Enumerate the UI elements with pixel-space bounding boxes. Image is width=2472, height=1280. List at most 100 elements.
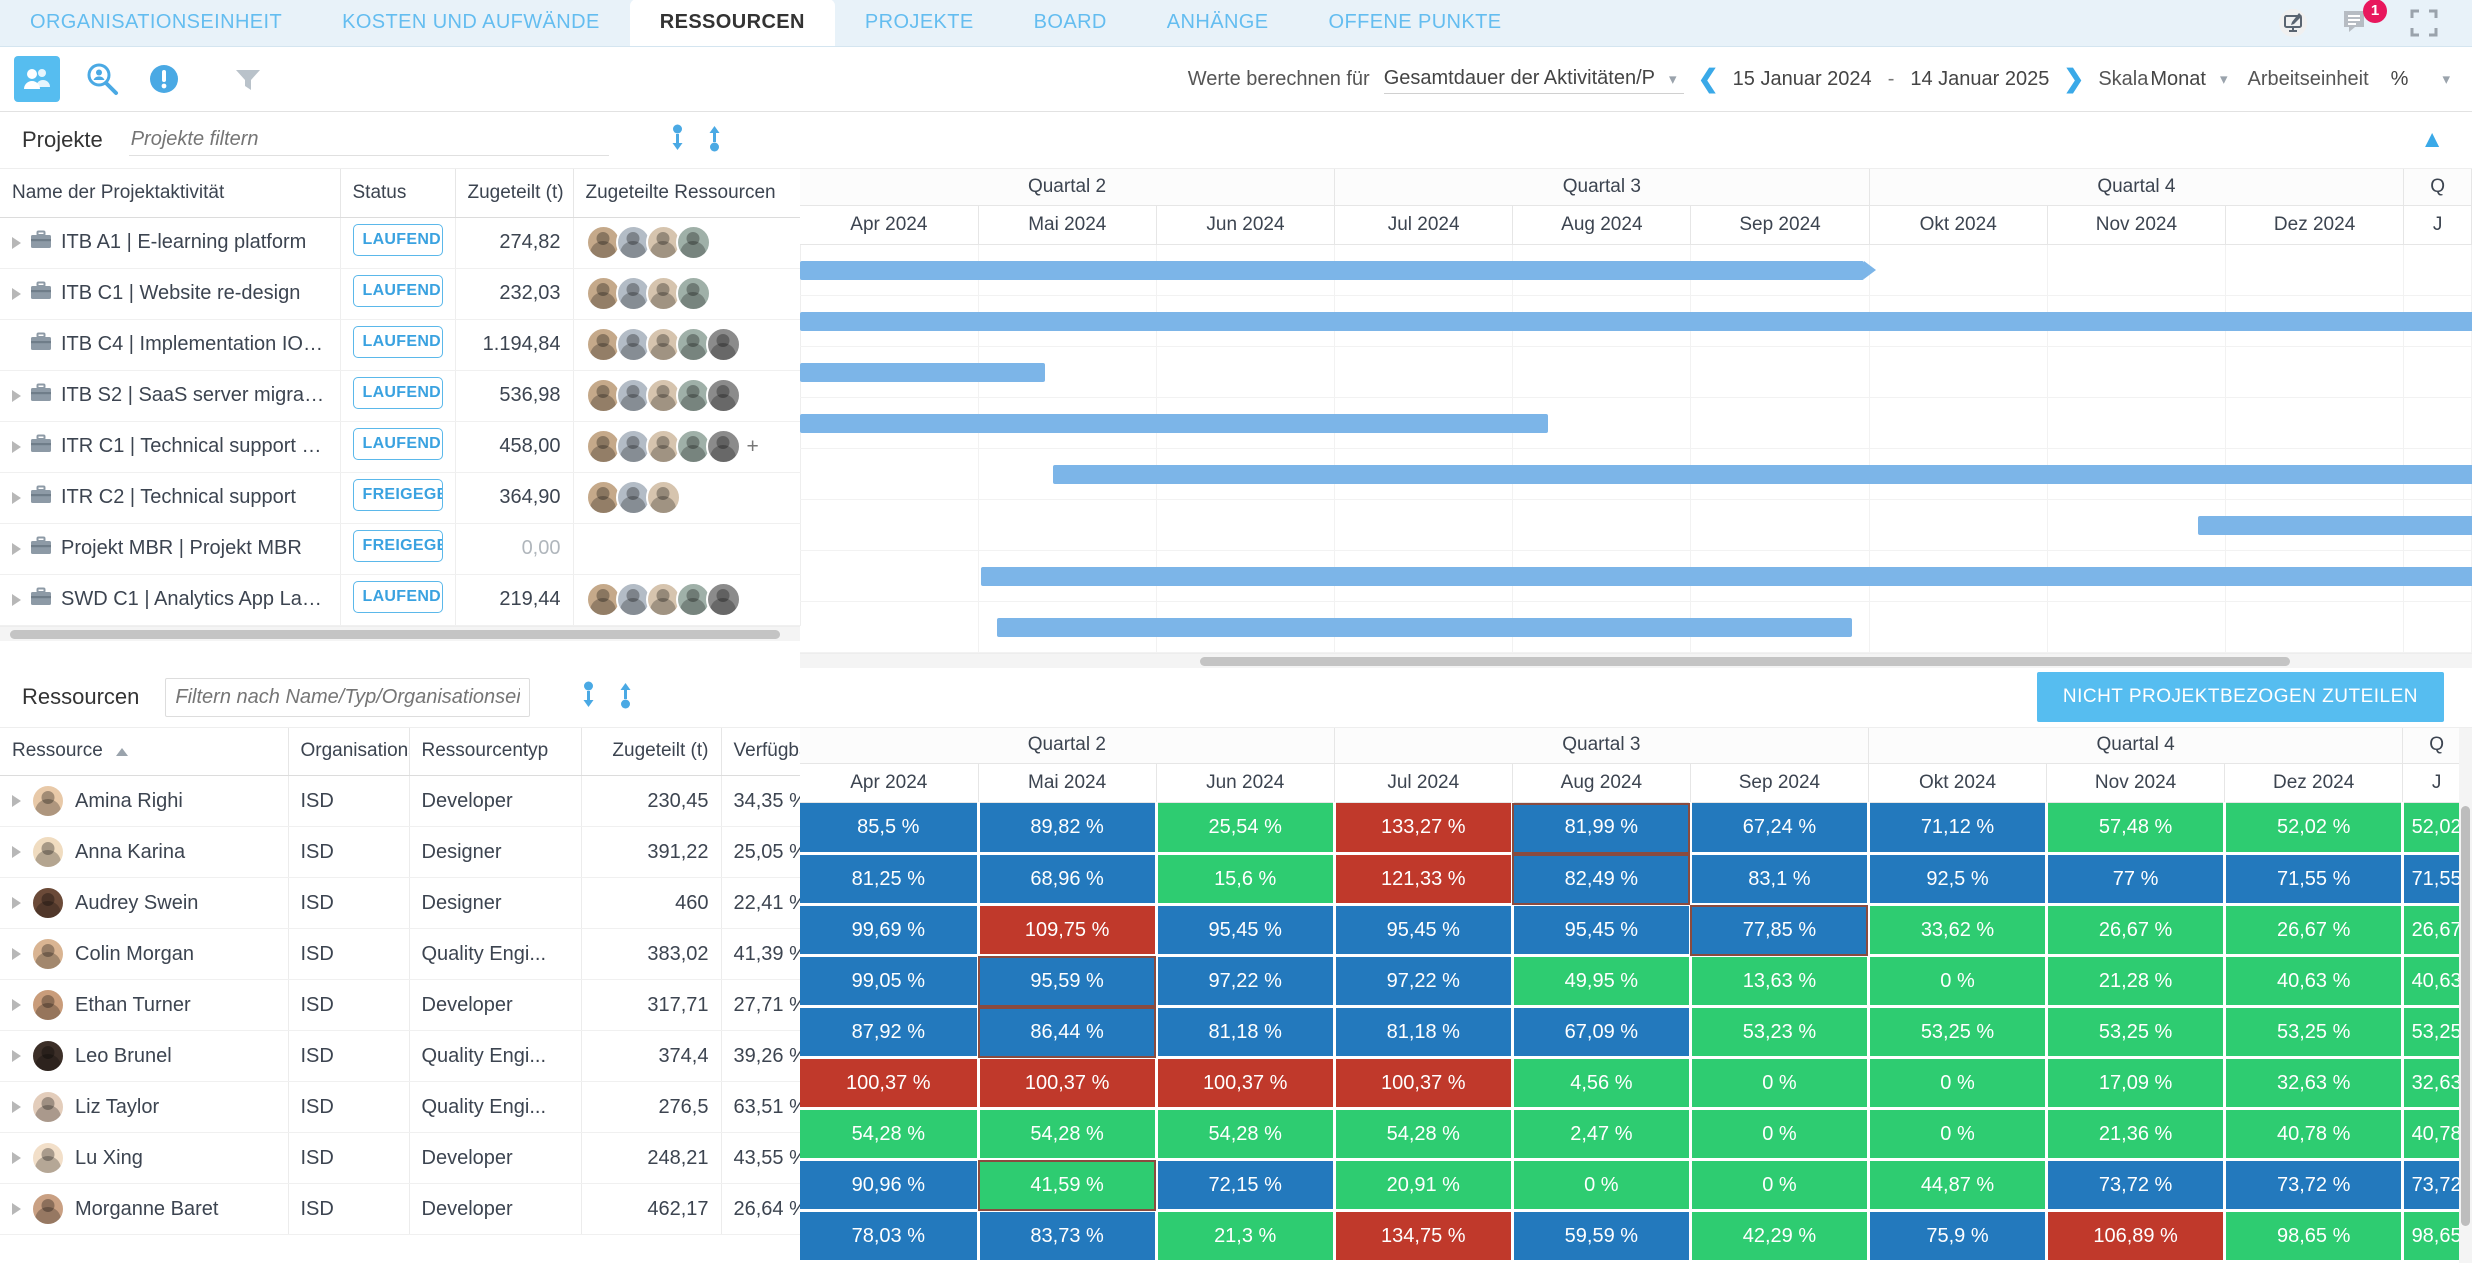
gantt-cell[interactable]	[1512, 499, 1692, 551]
heatmap-cell[interactable]: 92,5 %	[1868, 853, 2049, 906]
projects-header-cell[interactable]: Status	[340, 169, 456, 218]
date-to[interactable]: 14 Januar 2025	[1910, 67, 2050, 90]
avatar[interactable]	[675, 378, 711, 413]
heatmap-cell[interactable]: 53,25 %	[1868, 1006, 2049, 1059]
gantt-cell[interactable]	[1690, 448, 1870, 500]
heatmap-cell[interactable]: 95,45 %	[1156, 904, 1336, 957]
heatmap-cell[interactable]: 53,25 %	[2046, 1006, 2227, 1059]
table-row[interactable]: Amina Righi ISD Developer 230,45 34,35 %	[0, 775, 801, 827]
gantt-cell[interactable]	[2047, 346, 2227, 398]
gantt-cell[interactable]	[1512, 295, 1692, 347]
gantt-cell[interactable]	[2047, 295, 2227, 347]
whiteboard-icon[interactable]	[2278, 8, 2308, 38]
avatar[interactable]	[31, 1090, 65, 1124]
avatar[interactable]	[705, 327, 741, 362]
tab-board[interactable]: BOARD	[1033, 11, 1107, 33]
gantt-cell[interactable]	[1690, 499, 1870, 551]
heatmap-cell[interactable]: 21,36 %	[2046, 1108, 2227, 1161]
gantt-cell[interactable]	[1869, 448, 2048, 500]
gantt-cell[interactable]	[1156, 601, 1336, 653]
expand-triangle-icon[interactable]	[12, 999, 21, 1011]
gantt-cell[interactable]	[1690, 601, 1870, 653]
avatar[interactable]	[645, 480, 681, 515]
gantt-cell[interactable]	[1512, 244, 1692, 296]
tab-projekte[interactable]: PROJEKTE	[864, 11, 974, 33]
heatmap-cell[interactable]: 83,73 %	[978, 1210, 1158, 1263]
avatar[interactable]	[615, 429, 651, 464]
heatmap-cell[interactable]: 40,78 %	[2224, 1108, 2405, 1161]
gantt-cell[interactable]	[2225, 499, 2405, 551]
gantt-cell[interactable]	[978, 499, 1157, 551]
sort-descending-icon[interactable]	[671, 124, 684, 157]
tab-kosten-und-aufwände[interactable]: KOSTEN UND AUFWÄNDE	[342, 11, 600, 33]
expand-triangle-icon[interactable]	[12, 1152, 21, 1164]
gantt-hscrollbar[interactable]	[800, 652, 2472, 668]
heatmap-cell[interactable]: 71,55 %	[2224, 853, 2405, 906]
table-row[interactable]: Ethan Turner ISD Developer 317,71 27,71 %	[0, 979, 801, 1031]
heatmap-cell[interactable]: 21,28 %	[2046, 955, 2227, 1008]
heatmap-cell[interactable]: 95,45 %	[1334, 904, 1514, 957]
table-row[interactable]: Anna Karina ISD Designer 391,22 25,05 %	[0, 826, 801, 878]
expand-triangle-icon[interactable]	[12, 389, 21, 402]
gantt-cell[interactable]	[2047, 601, 2227, 653]
table-row[interactable]: ITR C2 | Technical support FREIGEGEBEN 364…	[0, 472, 801, 524]
sort-descending-icon[interactable]	[582, 681, 595, 714]
gantt-cell[interactable]	[978, 397, 1157, 449]
heatmap-cell[interactable]: 20,91 %	[1334, 1159, 1514, 1212]
gantt-cell[interactable]	[800, 499, 2472, 551]
gantt-cell[interactable]	[1156, 244, 1336, 296]
resources-filter-input[interactable]	[165, 677, 531, 717]
heatmap-cell[interactable]: 73,72 %	[2224, 1159, 2405, 1212]
table-row[interactable]: ITB C4 | Implementation IOS ... LAUFEND 1.…	[0, 319, 801, 371]
heatmap-cell[interactable]: 89,82 %	[978, 802, 1158, 855]
heatmap-cell[interactable]: 121,33 %	[1334, 853, 1514, 906]
resources-header-cell[interactable]: Ressourcentyp	[409, 727, 582, 776]
table-row[interactable]: Audrey Swein ISD Designer 460 22,41 %	[0, 877, 801, 929]
avatar[interactable]	[31, 1192, 65, 1226]
gantt-cell[interactable]	[1869, 550, 2048, 602]
heatmap-cell[interactable]: 98,65 %	[2224, 1210, 2405, 1263]
gantt-cell[interactable]	[1156, 397, 1336, 449]
gantt-cell[interactable]	[1334, 346, 1514, 398]
avatar[interactable]	[705, 582, 741, 617]
table-row[interactable]: Projekt MBR | Projekt MBR FREIGEGEBEN 0,00	[0, 523, 801, 575]
gantt-cell[interactable]	[978, 448, 1157, 500]
heatmap-cell[interactable]: 90,96 %	[800, 1159, 980, 1212]
gantt-cell[interactable]	[2047, 448, 2227, 500]
heatmap-cell[interactable]: 67,09 %	[1512, 1006, 1692, 1059]
heatmap-cell[interactable]: 97,22 %	[1156, 955, 1336, 1008]
gantt-cell[interactable]	[1869, 397, 2048, 449]
gantt-cell[interactable]	[1690, 244, 1870, 296]
heatmap-cell[interactable]: 21,3 %	[1156, 1210, 1336, 1263]
avatar[interactable]	[645, 429, 681, 464]
gantt-cell[interactable]	[2403, 295, 2472, 347]
resources-icon[interactable]	[14, 56, 60, 102]
expand-triangle-icon[interactable]	[12, 846, 21, 858]
avatar[interactable]	[645, 276, 681, 311]
gantt-cell[interactable]	[1334, 244, 1514, 296]
heatmap-cell[interactable]: 133,27 %	[1334, 802, 1514, 855]
heatmap-cell[interactable]: 57,48 %	[2046, 802, 2227, 855]
resource-search-icon[interactable]	[82, 59, 122, 99]
heatmap-cell[interactable]: 0 %	[1868, 1057, 2049, 1110]
heatmap-cell[interactable]: 100,37 %	[800, 1057, 980, 1110]
avatar[interactable]	[615, 276, 651, 311]
heatmap-cell[interactable]: 81,18 %	[1156, 1006, 1336, 1059]
calc-period-select[interactable]: Gesamtdauer der Aktivitäten/P ▾	[1383, 64, 1684, 94]
gantt-cell[interactable]	[2225, 346, 2405, 398]
table-row[interactable]: ITB C1 | Website re-design LAUFEND 232,03	[0, 268, 801, 320]
table-row[interactable]: Liz Taylor ISD Quality Engi... 276,5 63,51 %	[0, 1081, 801, 1133]
fullscreen-icon[interactable]	[2410, 9, 2438, 37]
tab-anhänge[interactable]: ANHÄNGE	[1166, 11, 1269, 33]
heatmap-cell[interactable]: 32,63 %	[2224, 1057, 2405, 1110]
expand-triangle-icon[interactable]	[12, 1101, 21, 1113]
gantt-cell[interactable]	[800, 295, 2472, 347]
gantt-cell[interactable]	[978, 346, 1157, 398]
gantt-cell[interactable]	[2047, 397, 2227, 449]
projects-header-cell[interactable]: Name der Projektaktivität	[0, 169, 341, 218]
gantt-cell[interactable]	[2225, 601, 2405, 653]
gantt-cell[interactable]	[800, 448, 2472, 500]
gantt-cell[interactable]	[1869, 601, 2048, 653]
heatmap-cell[interactable]: 78,03 %	[800, 1210, 980, 1263]
heatmap-cell[interactable]: 53,23 %	[1690, 1006, 1870, 1059]
